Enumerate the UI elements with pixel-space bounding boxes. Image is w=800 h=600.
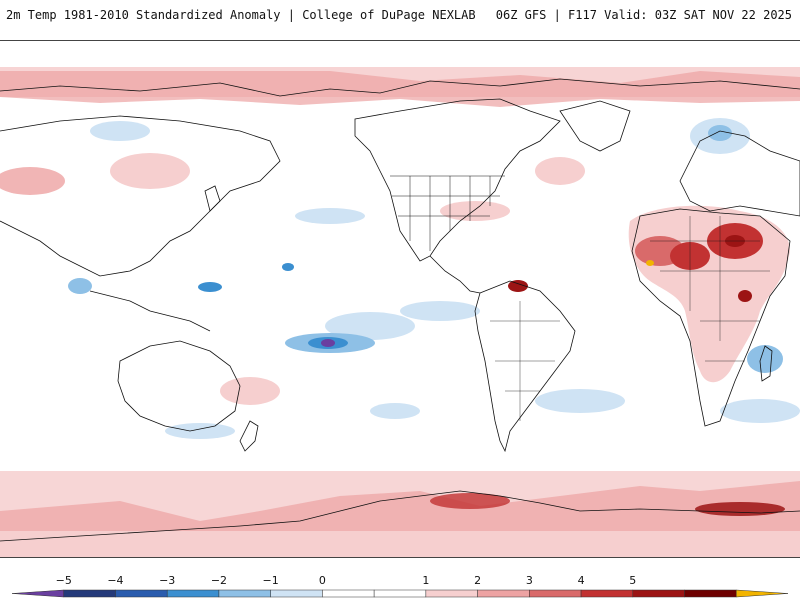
south-america-warm-spot xyxy=(508,280,528,292)
continent-outlines xyxy=(0,78,800,542)
pacific-cool-spot xyxy=(198,282,222,292)
north-america-outline xyxy=(354,98,561,262)
japan-outline xyxy=(204,185,221,212)
colorbar-segment xyxy=(373,589,427,598)
colorbar-segment xyxy=(322,589,375,598)
header: 2m Temp 1981-2010 Standardized Anomaly |… xyxy=(0,0,800,40)
cool-patch xyxy=(325,312,415,340)
cool-patch-madagascar xyxy=(747,345,783,373)
warm-patch xyxy=(220,377,280,405)
arctic-warm-core xyxy=(0,71,800,107)
colorbar-tick-label: −5 xyxy=(56,574,72,587)
arctic-coastline xyxy=(0,78,800,97)
indonesia-cool-patch xyxy=(68,278,92,294)
central-america-outline xyxy=(429,255,481,294)
cool-patch xyxy=(400,301,480,321)
colorbar-tick-label: 4 xyxy=(578,574,585,587)
africa-warm-spot xyxy=(738,290,752,302)
colorbar-segment xyxy=(736,589,789,598)
africa-outline xyxy=(631,208,791,427)
colorbar-tick-label: −3 xyxy=(159,574,175,587)
anomaly-map xyxy=(0,40,800,558)
antarctica-outline xyxy=(0,490,800,542)
colorbar-tick-label: −1 xyxy=(263,574,279,587)
colorbar: −5 −4 −3 −2 −1 0 1 2 3 4 5 xyxy=(0,562,800,600)
colorbar-segment xyxy=(684,589,737,598)
colorbar-segment xyxy=(11,589,64,598)
south-america-country-lines xyxy=(490,301,560,421)
cool-patch xyxy=(720,399,800,423)
asia-outline xyxy=(0,115,281,277)
colorbar-segments xyxy=(11,589,789,598)
warm-patch-north-america xyxy=(440,201,510,221)
pacific-cool-center xyxy=(321,339,335,347)
africa-country-lines xyxy=(650,216,770,362)
cool-patch xyxy=(535,389,625,413)
south-america-outline xyxy=(474,280,576,453)
cool-patch xyxy=(165,423,235,439)
colorbar-tick-label: 5 xyxy=(629,574,636,587)
cool-patch xyxy=(90,121,150,141)
antarctic-warm-spot-2 xyxy=(695,502,785,516)
antarctic-warm-spot-1 xyxy=(430,493,510,509)
colorbar-segment xyxy=(580,589,634,598)
australia-outline xyxy=(117,340,241,432)
map-title: 2m Temp 1981-2010 Standardized Anomaly |… xyxy=(6,8,476,22)
madagascar-outline xyxy=(759,345,773,382)
warm-patch-asia xyxy=(110,153,190,189)
model-run-info: 06Z GFS | F117 Valid: 03Z SAT NOV 22 202… xyxy=(495,8,792,22)
colorbar-segment xyxy=(425,589,478,598)
colorbar-tick-label: 0 xyxy=(319,574,326,587)
southeast-asia-islands-outline xyxy=(89,290,211,332)
us-state-lines xyxy=(390,175,505,251)
europe-outline xyxy=(679,130,800,217)
warm-patch-atlantic xyxy=(535,157,585,185)
colorbar-segment xyxy=(632,589,685,598)
colorbar-tick-label: 1 xyxy=(422,574,429,587)
colorbar-segment xyxy=(63,589,116,598)
colorbar-svg: −5 −4 −3 −2 −1 0 1 2 3 4 5 xyxy=(11,574,789,598)
colorbar-segment xyxy=(218,589,271,598)
cool-patch xyxy=(370,403,420,419)
cool-core-scandinavia xyxy=(708,125,732,141)
colorbar-tick-label: 3 xyxy=(526,574,533,587)
cool-patch xyxy=(295,208,365,224)
colorbar-segment xyxy=(166,589,220,598)
greenland-outline xyxy=(559,100,631,152)
pacific-cool-spot xyxy=(282,263,294,271)
colorbar-tick-label: −4 xyxy=(107,574,123,587)
colorbar-labels: −5 −4 −3 −2 −1 0 1 2 3 4 5 xyxy=(56,574,637,587)
colorbar-tick-label: −2 xyxy=(211,574,227,587)
antarctic-bottom-band xyxy=(0,531,800,557)
colorbar-segment xyxy=(529,589,582,598)
africa-extreme-spot xyxy=(646,260,654,266)
colorbar-segment xyxy=(115,589,168,598)
colorbar-segment xyxy=(477,589,530,598)
new-zealand-outline xyxy=(239,420,259,452)
anomaly-map-svg xyxy=(0,41,800,557)
colorbar-tick-label: 2 xyxy=(474,574,481,587)
colorbar-segment xyxy=(270,589,323,598)
warm-patch-india xyxy=(0,167,65,195)
